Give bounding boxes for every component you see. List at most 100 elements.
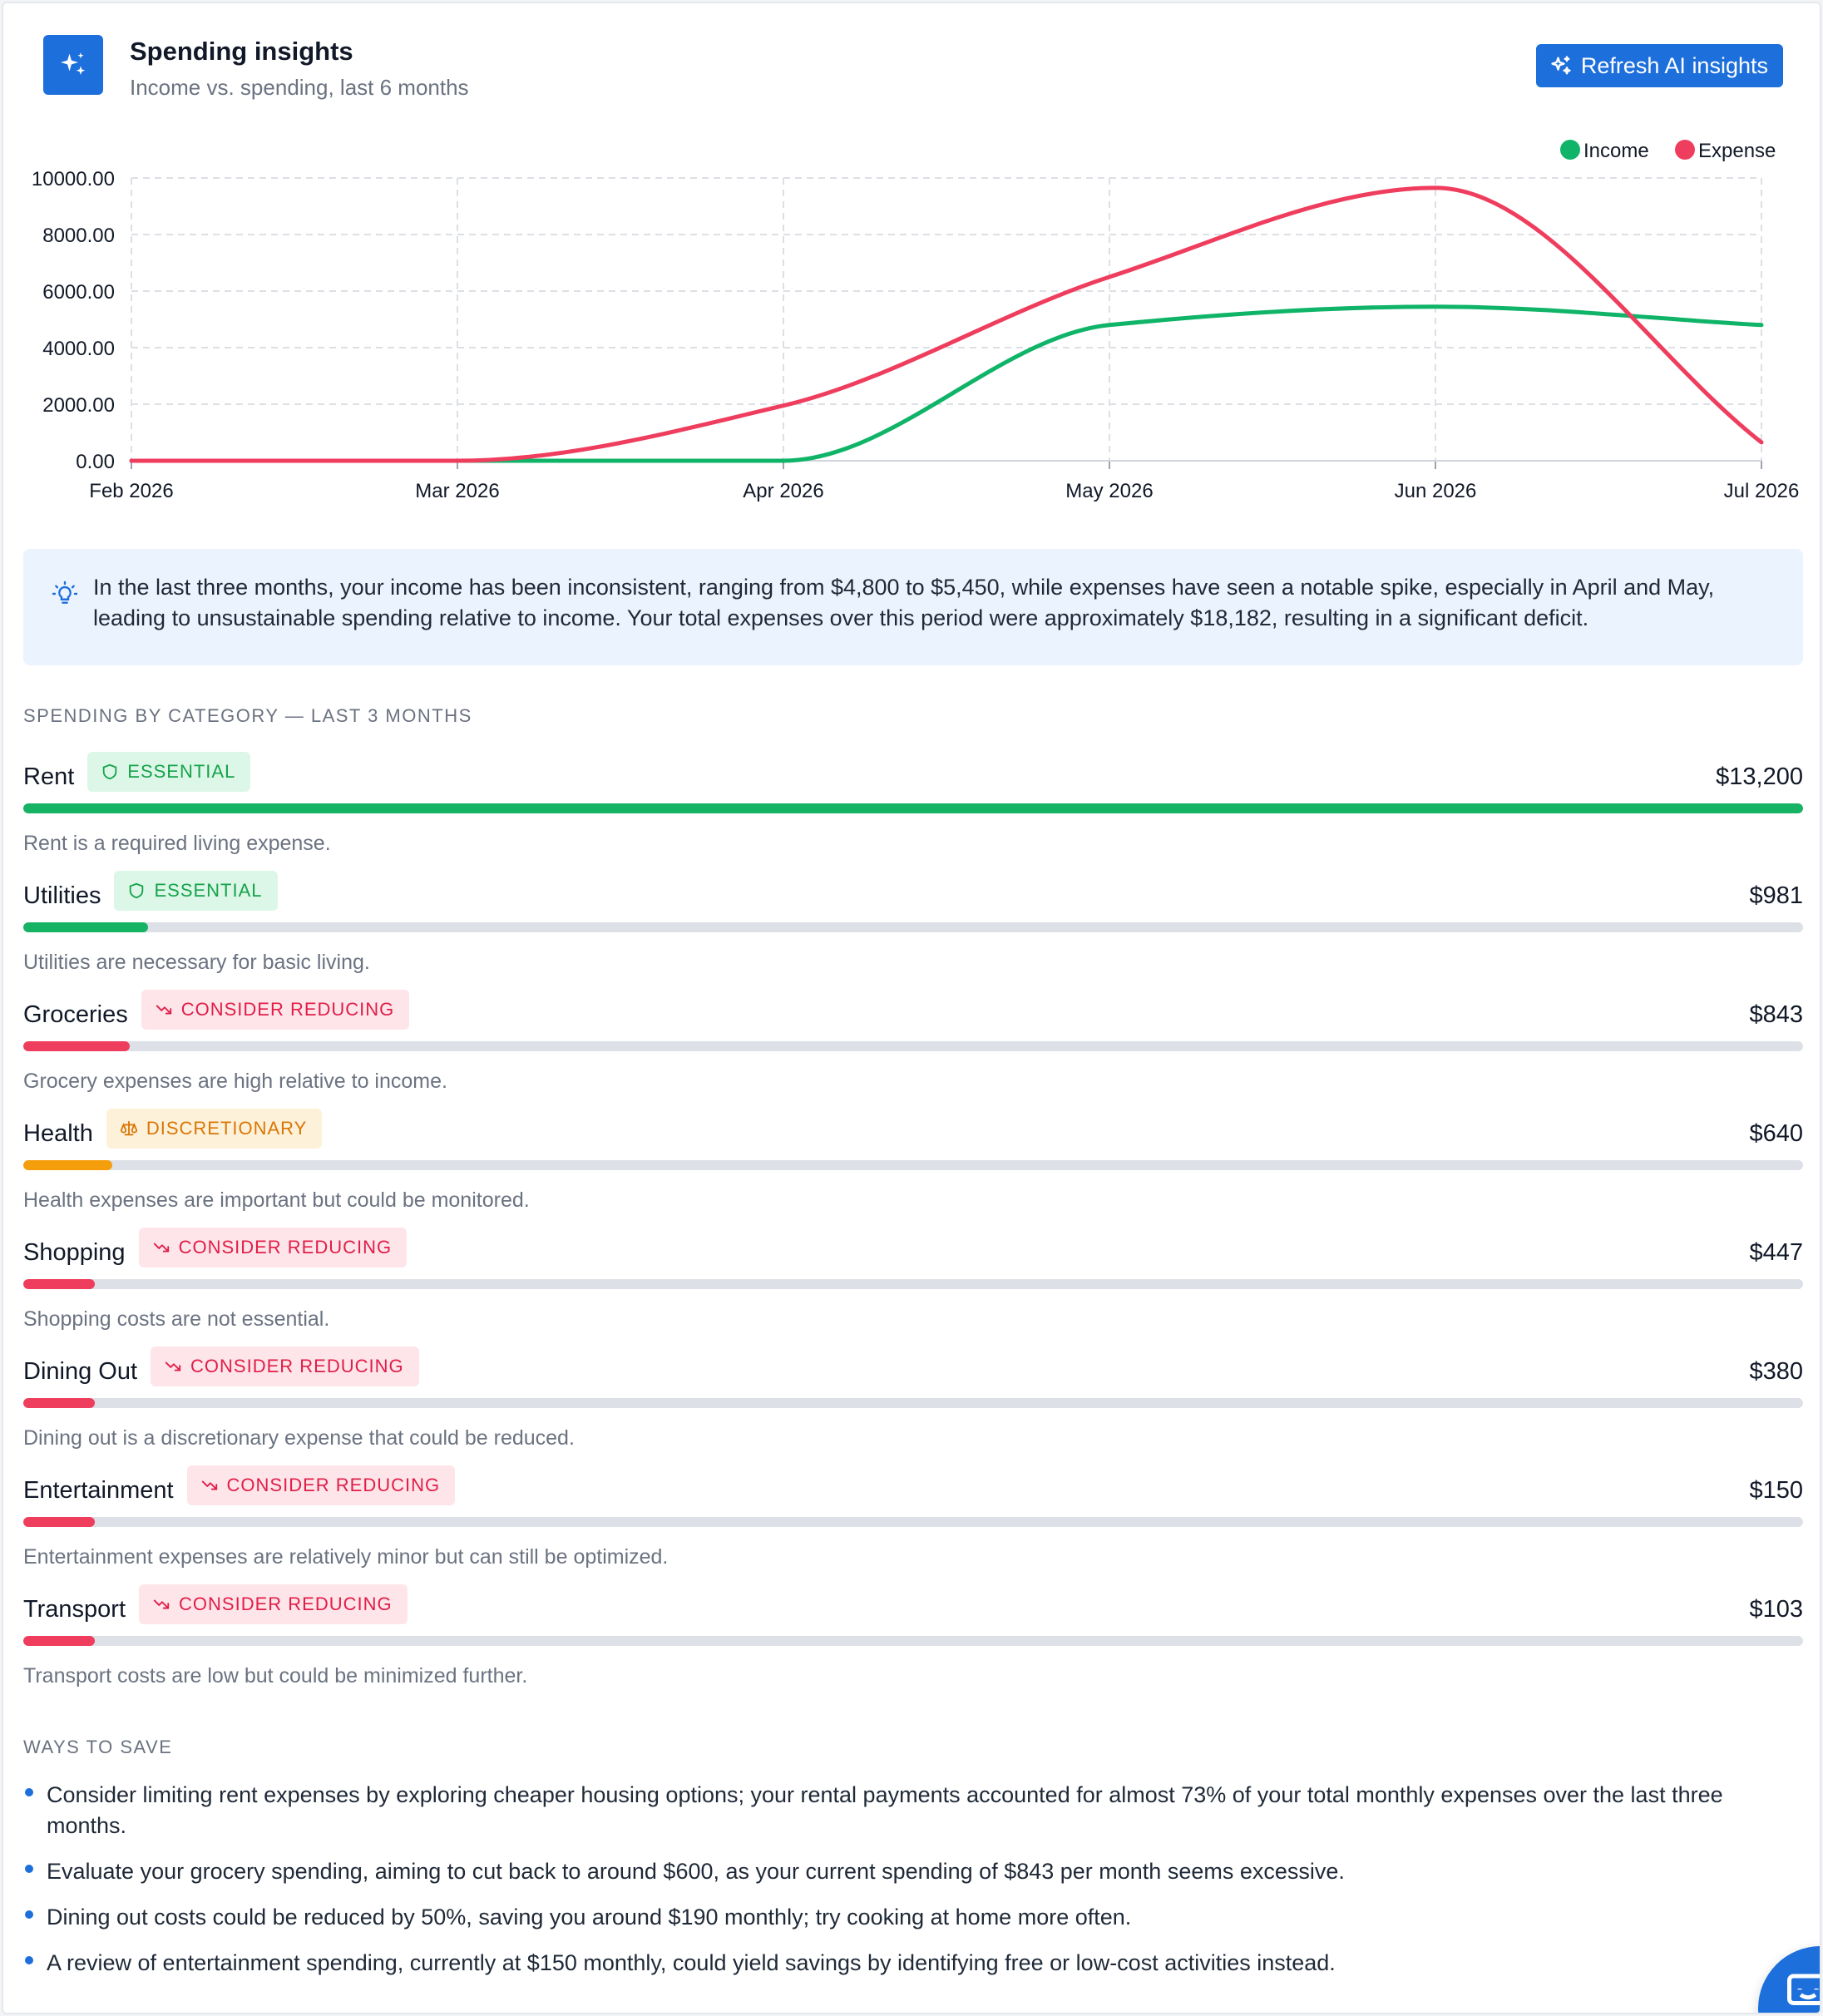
category-name: Transport	[23, 1596, 126, 1623]
legend-label-income: Income	[1583, 140, 1649, 162]
trending-down-icon	[165, 1361, 181, 1371]
income-expense-chart: 0.00 2000.00 4000.00 6000.00 8000.00 10000.00…	[3, 128, 1820, 519]
tip-item: Consider limiting rent expenses by explo…	[23, 1780, 1803, 1841]
category-row: Transport Consider reducing $103 Transport …	[23, 1584, 1803, 1701]
category-name: Utilities	[23, 882, 101, 909]
category-progress-fill	[23, 1041, 131, 1051]
tip-item: A review of entertainment spending, curr…	[23, 1948, 1803, 1979]
y-tick-label: 0.00	[76, 451, 115, 473]
page-title: Spending insights	[130, 37, 353, 66]
series-line-expense	[129, 185, 1764, 463]
lightbulb-icon	[52, 581, 78, 604]
category-note: Rent is a required living expense.	[23, 832, 331, 855]
category-progress-fill	[23, 1517, 95, 1527]
category-badge: Consider reducing	[141, 990, 410, 1030]
category-row: Entertainment Consider reducing $150 Entert…	[23, 1465, 1803, 1582]
category-progress-track	[23, 1636, 1803, 1646]
category-badge: Consider reducing	[139, 1584, 408, 1624]
legend-label-expense: Expense	[1698, 140, 1776, 162]
category-badge: Discretionary	[106, 1109, 323, 1149]
category-progress-fill	[23, 1636, 95, 1646]
category-name: Shopping	[23, 1239, 126, 1266]
legend-swatch-income	[1560, 140, 1580, 160]
x-tick-label: Mar 2026	[415, 480, 499, 502]
category-badge-label: Essential	[154, 880, 263, 901]
category-name: Groceries	[23, 1001, 128, 1028]
category-amount: $150	[1749, 1477, 1803, 1504]
sparkles-icon	[1551, 56, 1571, 75]
y-tick-label: 4000.00	[42, 338, 115, 360]
category-badge: Essential	[114, 871, 278, 911]
categories-section-label: Spending by category — last 3 months	[23, 705, 472, 726]
category-row: Shopping Consider reducing $447 Shopping co…	[23, 1228, 1803, 1344]
chat-smile-icon	[1787, 1974, 1820, 2005]
category-amount: $843	[1749, 1001, 1803, 1028]
card-header: Spending insights Income vs. spending, l…	[23, 35, 1803, 101]
category-badge: Consider reducing	[138, 1228, 408, 1267]
category-amount: $447	[1749, 1239, 1803, 1266]
category-progress-track	[23, 1041, 1803, 1051]
category-row: Health Discretionary $640 Health expenses a…	[23, 1109, 1803, 1225]
category-name: Dining Out	[23, 1358, 138, 1385]
category-note: Shopping costs are not essential.	[23, 1307, 330, 1331]
category-badge-label: Essential	[127, 761, 236, 782]
category-name: Health	[23, 1120, 93, 1147]
category-progress-track	[23, 1398, 1803, 1408]
category-note: Entertainment expenses are relatively mi…	[23, 1545, 669, 1569]
category-badge-label: Discretionary	[146, 1118, 308, 1139]
category-progress-track	[23, 922, 1803, 932]
category-progress-fill	[23, 1279, 95, 1289]
category-badge-label: Consider reducing	[180, 999, 395, 1020]
tips-section-label: Ways to save	[23, 1737, 173, 1757]
refresh-button-label: Refresh AI insights	[1580, 52, 1768, 78]
category-name: Entertainment	[23, 1477, 174, 1504]
category-progress-track	[23, 1517, 1803, 1527]
category-name: Rent	[23, 763, 75, 790]
x-tick-label: Jun 2026	[1395, 480, 1477, 502]
trending-down-icon	[156, 1005, 171, 1015]
category-note: Utilities are necessary for basic living…	[23, 951, 370, 974]
category-badge: Essential	[87, 752, 251, 792]
shield-icon	[103, 763, 117, 780]
category-note: Transport costs are low but could be min…	[23, 1664, 528, 1687]
category-progress-fill	[23, 922, 148, 932]
category-badge-label: Consider reducing	[178, 1237, 393, 1258]
trending-down-icon	[153, 1599, 170, 1609]
tips-list: Consider limiting rent expenses by explo…	[23, 1780, 1803, 1994]
category-progress-fill	[23, 803, 1803, 813]
summary-text: In the last three months, your income ha…	[93, 575, 1715, 630]
ai-summary: In the last three months, your income ha…	[23, 549, 1803, 665]
y-tick-label: 6000.00	[42, 281, 115, 304]
tip-item: Evaluate your grocery spending, aiming t…	[23, 1856, 1803, 1887]
category-row: Dining Out Consider reducing $380 Dining ou…	[23, 1346, 1803, 1463]
category-amount: $380	[1749, 1358, 1803, 1385]
category-badge: Consider reducing	[186, 1465, 456, 1505]
category-amount: $103	[1749, 1596, 1803, 1623]
y-tick-label: 2000.00	[42, 394, 115, 417]
trending-down-icon	[153, 1243, 169, 1253]
sparkles-icon	[43, 35, 103, 95]
tip-item: Dining out costs could be reduced by 50%…	[23, 1902, 1803, 1933]
x-tick-label: Jul 2026	[1724, 480, 1800, 502]
scale-icon	[120, 1120, 137, 1136]
category-row: Groceries Consider reducing $843 Grocery ex…	[23, 990, 1803, 1106]
x-tick-label: Apr 2026	[743, 480, 823, 502]
category-progress-track	[23, 803, 1803, 813]
category-note: Health expenses are important but could …	[23, 1188, 530, 1212]
category-progress-track	[23, 1279, 1803, 1289]
category-progress-fill	[23, 1398, 95, 1408]
y-tick-label: 8000.00	[42, 225, 115, 247]
category-note: Grocery expenses are high relative to in…	[23, 1070, 447, 1093]
category-badge-label: Consider reducing	[179, 1594, 393, 1614]
category-progress-fill	[23, 1160, 112, 1170]
series-line-income	[129, 304, 1764, 463]
x-tick-label: May 2026	[1065, 480, 1153, 502]
category-note: Dining out is a discretionary expense th…	[23, 1426, 575, 1450]
category-row: Utilities Essential $981 Utilities are nece…	[23, 871, 1803, 987]
category-row: Rent Essential $13,200 Rent is a required l…	[23, 752, 1803, 868]
refresh-ai-insights-button[interactable]: Refresh AI insights	[1535, 44, 1783, 87]
category-badge: Consider reducing	[151, 1346, 419, 1386]
trending-down-icon	[201, 1480, 217, 1490]
y-tick-label: 10000.00	[32, 168, 115, 190]
